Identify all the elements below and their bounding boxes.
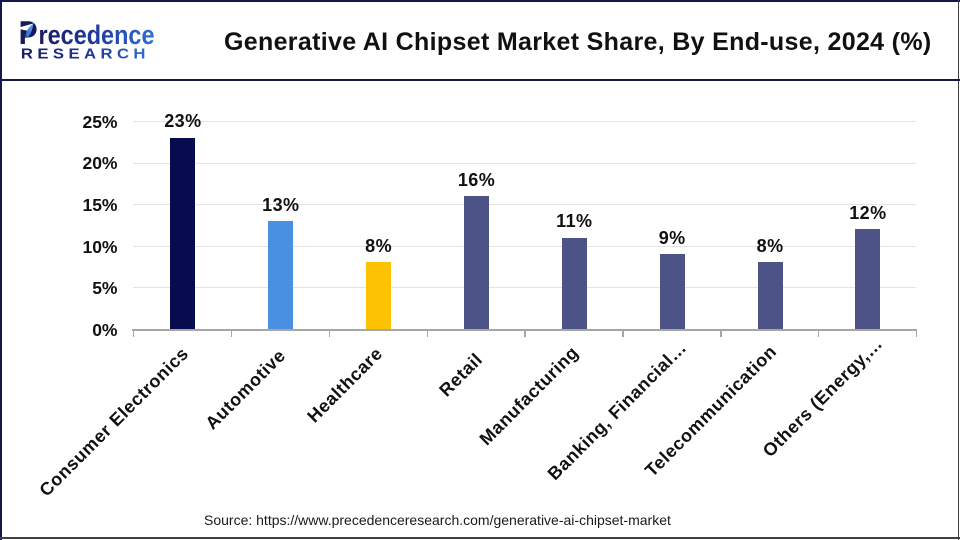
svg-text:recedence: recedence xyxy=(39,20,155,50)
svg-text:RESEARCH: RESEARCH xyxy=(21,46,150,63)
